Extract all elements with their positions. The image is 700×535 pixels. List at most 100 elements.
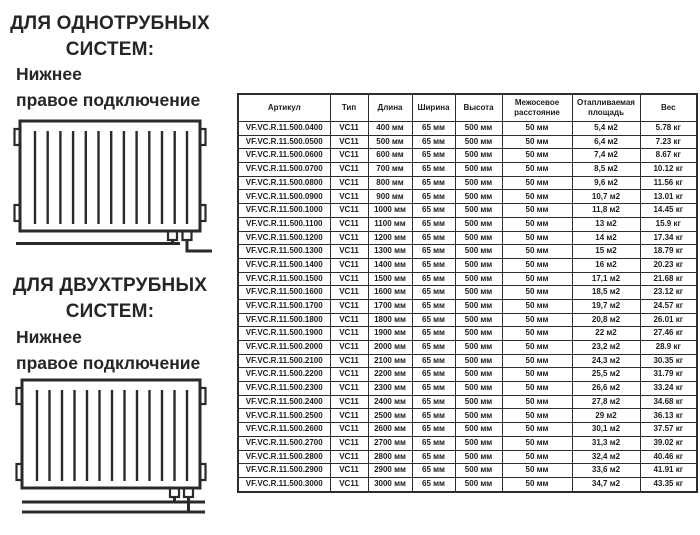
table-cell: 24.57 кг [639, 298, 698, 314]
table-cell: 50 мм [501, 148, 573, 164]
table-cell: 500 мм [454, 271, 503, 287]
table-cell: VF.VC.R.11.500.2000 [237, 340, 331, 355]
table-cell: 5,4 м2 [571, 121, 641, 136]
heading-line: СИСТЕМ: [65, 301, 155, 322]
table-cell: 30.35 кг [639, 353, 698, 369]
table-row: VF.VC.R.11.500.1100 VC11 1100 мм 65 мм 500 м… [237, 216, 698, 232]
table-cell: 9,6 м2 [571, 175, 641, 191]
table-cell: 65 мм [411, 216, 456, 232]
table-cell: 31.79 кг [639, 367, 698, 383]
single-pipe-section-heading: ДЛЯ ОДНОТРУБНЫХ СИСТЕМ: [2, 11, 218, 63]
table-cell: 50 мм [501, 162, 573, 177]
table-cell: VF.VC.R.11.500.2200 [237, 367, 331, 383]
table-cell: 2400 мм [367, 394, 413, 410]
table-cell: 50 мм [501, 285, 573, 300]
table-cell: VC11 [329, 463, 369, 478]
table-cell: 50 мм [501, 476, 573, 493]
table-cell: 50 мм [501, 449, 573, 465]
table-cell: 43.35 кг [639, 476, 698, 493]
table-cell: 17,1 м2 [571, 271, 641, 287]
table-cell: VF.VC.R.11.500.3000 [237, 476, 331, 493]
table-cell: 1000 мм [367, 203, 413, 218]
table-cell: 23.12 кг [639, 285, 698, 300]
table-cell: 65 мм [411, 353, 456, 369]
table-cell: 500 мм [454, 312, 503, 328]
single-pipe-connection-label: Нижнее правое подключение [16, 61, 232, 113]
table-row: VF.VC.R.11.500.3000 VC11 3000 мм 65 мм 500 м… [237, 476, 698, 493]
column-header: Межосевое расстояние [501, 93, 573, 122]
table-cell: 500 мм [454, 257, 503, 273]
table-cell: 13.01 кг [639, 189, 698, 205]
table-cell: VC11 [329, 326, 369, 341]
table-cell: 8.67 кг [639, 148, 698, 164]
table-cell: 50 мм [501, 463, 573, 478]
table-row: VF.VC.R.11.500.2600 VC11 2600 мм 65 мм 500 м… [237, 422, 698, 437]
left-panel: ДЛЯ ОДНОТРУБНЫХ СИСТЕМ: Нижнее правое подк… [0, 0, 232, 535]
table-cell: 33.24 кг [639, 381, 698, 396]
table-cell: 500 мм [454, 216, 503, 232]
table-cell: 1400 мм [367, 257, 413, 273]
table-cell: 500 мм [454, 381, 503, 396]
table-cell: VC11 [329, 394, 369, 410]
table-cell: 500 мм [454, 326, 503, 341]
table-cell: 65 мм [411, 449, 456, 465]
table-cell: 2200 мм [367, 367, 413, 383]
table-row: VF.VC.R.11.500.2500 VC11 2500 мм 65 мм 500 м… [237, 408, 698, 424]
table-cell: 1200 мм [367, 230, 413, 246]
table-row: VF.VC.R.11.500.2300 VC11 2300 мм 65 мм 500 м… [237, 381, 698, 396]
table-cell: 65 мм [411, 162, 456, 177]
table-cell: 500 мм [454, 353, 503, 369]
table-cell: VC11 [329, 257, 369, 273]
radiator-fins [33, 131, 189, 224]
column-header: Длина [367, 93, 413, 122]
table-row: VF.VC.R.11.500.2800 VC11 2800 мм 65 мм 500 м… [237, 449, 698, 465]
table-cell: VF.VC.R.11.500.0700 [237, 162, 331, 177]
table-cell: 50 мм [501, 298, 573, 314]
table-cell: 500 мм [454, 189, 503, 205]
table-row: VF.VC.R.11.500.1900 VC11 1900 мм 65 мм 500 м… [237, 326, 698, 341]
table-cell: VF.VC.R.11.500.0900 [237, 189, 331, 205]
table-cell: 50 мм [501, 271, 573, 287]
table-cell: 27,8 м2 [571, 394, 641, 410]
table-cell: 2700 мм [367, 435, 413, 451]
table-cell: 65 мм [411, 422, 456, 437]
table-cell: 26.01 кг [639, 312, 698, 328]
table-cell: 15 м2 [571, 244, 641, 259]
table-cell: 65 мм [411, 298, 456, 314]
table-cell: 65 мм [411, 189, 456, 205]
two-pipe-section-heading: ДЛЯ ДВУХТРУБНЫХ СИСТЕМ: [2, 273, 218, 325]
table-cell: 5.78 кг [639, 121, 698, 136]
table-cell: 17.34 кг [639, 230, 698, 246]
column-header: Отапливаемая площадь [571, 93, 641, 122]
table-cell: VC11 [329, 422, 369, 437]
table-cell: 11,8 м2 [571, 203, 641, 218]
table-cell: 26,6 м2 [571, 381, 641, 396]
table-cell: 50 мм [501, 230, 573, 246]
table-cell: VC11 [329, 367, 369, 383]
table-cell: 13 м2 [571, 216, 641, 232]
table-cell: 2100 мм [367, 353, 413, 369]
table-cell: 15.9 кг [639, 216, 698, 232]
column-header: Вес [639, 93, 698, 122]
table-cell: 11.56 кг [639, 175, 698, 191]
table-cell: VF.VC.R.11.500.2400 [237, 394, 331, 410]
table-cell: 2300 мм [367, 381, 413, 396]
table-cell: 500 мм [454, 148, 503, 164]
table-cell: 22 м2 [571, 326, 641, 341]
table-cell: 1900 мм [367, 326, 413, 341]
mounting-brackets [15, 386, 207, 482]
table-cell: 500 мм [454, 367, 503, 383]
table-cell: 65 мм [411, 463, 456, 478]
table-cell: 3000 мм [367, 476, 413, 493]
table-cell: 39.02 кг [639, 435, 698, 451]
table-cell: 33,6 м2 [571, 463, 641, 478]
table-cell: 500 мм [454, 340, 503, 355]
table-cell: 50 мм [501, 244, 573, 259]
table-row: VF.VC.R.11.500.0400 VC11 400 мм 65 мм 500 мм… [237, 121, 698, 136]
table-cell: 34.68 кг [639, 394, 698, 410]
table-cell: 25,5 м2 [571, 367, 641, 383]
sub-line: Нижнее [16, 327, 82, 347]
radiator-body [20, 378, 202, 490]
table-cell: 18.79 кг [639, 244, 698, 259]
